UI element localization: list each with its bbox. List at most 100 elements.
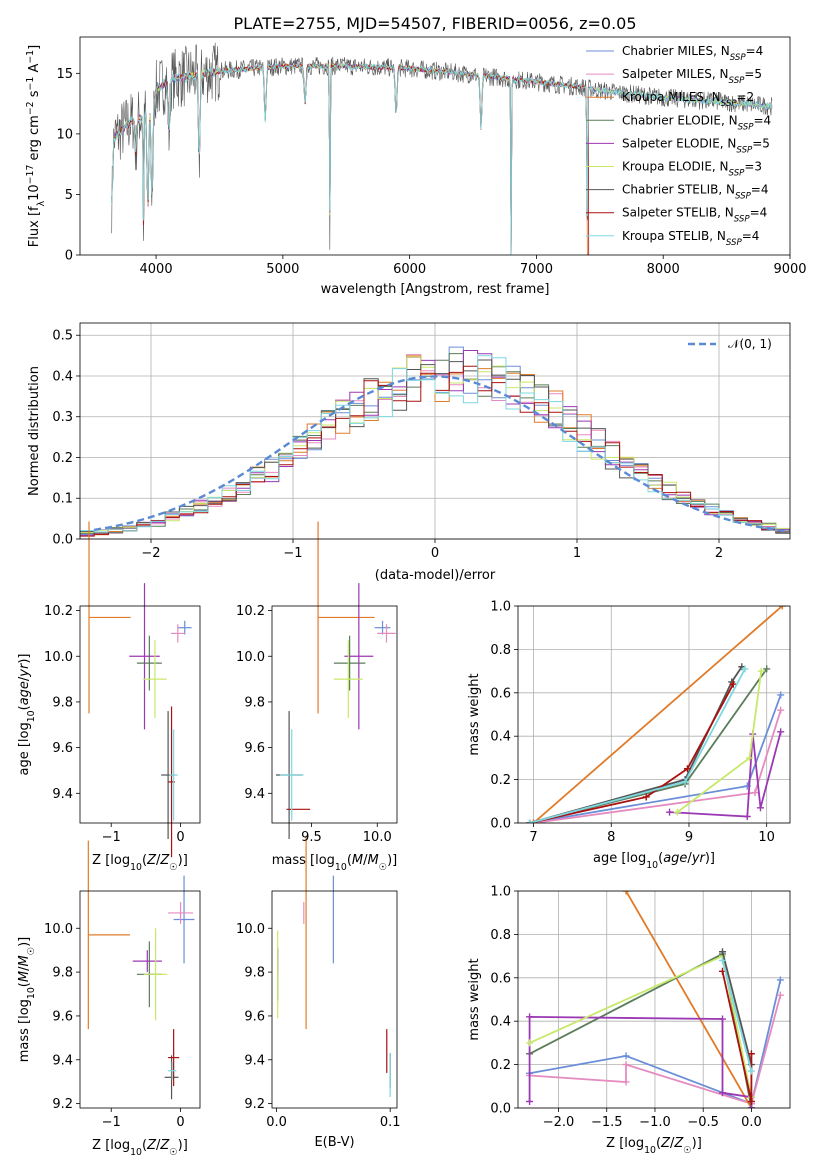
y-tick-label: 9.8 bbox=[244, 966, 265, 981]
weight-marker-8 bbox=[718, 956, 726, 964]
y-axis-label: mass weight bbox=[467, 673, 482, 755]
x-tick-label: 6000 bbox=[393, 262, 426, 277]
label-part: ☉ bbox=[379, 862, 387, 873]
y-tick-label: 9.6 bbox=[244, 741, 265, 756]
plot-frame bbox=[79, 605, 201, 824]
label-part: Z bbox=[159, 853, 170, 868]
legend-entry-normal: 𝒩(0, 1) bbox=[728, 337, 772, 351]
legend-entry-3: Chabrier ELODIE, NSSP=4 bbox=[622, 113, 771, 132]
weight-marker-7 bbox=[683, 765, 691, 773]
x-tick-label: 9.5 bbox=[301, 830, 322, 845]
weight-marker-4 bbox=[666, 808, 674, 816]
x-axis-label: wavelength [Angstrom, rest frame] bbox=[321, 282, 550, 297]
x-tick-label: −1.0 bbox=[639, 1115, 671, 1130]
label-part: SSP bbox=[726, 238, 743, 248]
weight-marker-8 bbox=[741, 665, 749, 673]
weight-series-2 bbox=[625, 891, 753, 1108]
plot-frame bbox=[271, 890, 398, 1109]
label-part: =3 bbox=[744, 160, 762, 174]
weight-marker-8 bbox=[747, 1067, 755, 1075]
label-part: )] bbox=[178, 853, 188, 868]
y-tick-label: 9.6 bbox=[244, 1009, 265, 1024]
y-tick-label: 0.8 bbox=[490, 643, 511, 658]
errorbars bbox=[88, 521, 192, 858]
label-part: ( bbox=[142, 853, 147, 868]
label-part: Z bbox=[159, 1138, 170, 1153]
label-part: λ bbox=[36, 200, 47, 206]
y-axis-label: mass [log10(M/M☉)] bbox=[17, 937, 37, 1063]
label-part: Z [log bbox=[92, 853, 130, 868]
y-tick-label: 0.8 bbox=[490, 928, 511, 943]
weight-marker-7 bbox=[747, 1097, 755, 1105]
label-part: Z bbox=[146, 853, 157, 868]
y-tick-label: 0.1 bbox=[52, 492, 73, 507]
x-tick-label: 8000 bbox=[647, 262, 680, 277]
weight-marker-0 bbox=[777, 691, 785, 699]
weight-marker-7 bbox=[747, 1050, 755, 1058]
weight-marker-4 bbox=[756, 804, 764, 812]
y-tick-label: 10.0 bbox=[236, 650, 265, 665]
label-part: )] bbox=[17, 937, 32, 947]
label-part: )] bbox=[387, 853, 397, 868]
x-tick-label: 2 bbox=[715, 546, 723, 561]
x-tick-label: 0.1 bbox=[380, 1115, 401, 1130]
weight-series-8 bbox=[721, 960, 753, 1072]
x-tick-label: 0 bbox=[176, 830, 184, 845]
x-axis-label: E(B-V) bbox=[314, 1135, 354, 1150]
x-tick-label: 7 bbox=[529, 830, 537, 845]
label-part: / bbox=[670, 1136, 675, 1151]
y-tick-label: 9.8 bbox=[52, 695, 73, 710]
weight-marker-8 bbox=[681, 778, 689, 786]
label-part: ( bbox=[347, 853, 352, 868]
y-tick-label: 1.0 bbox=[490, 885, 511, 900]
chart-title: PLATE=2755, MJD=54507, FIBERID=0056, z=0… bbox=[233, 14, 636, 33]
weight-series-6 bbox=[721, 951, 753, 1065]
errorbars bbox=[277, 836, 391, 1098]
label-part: =4 bbox=[751, 183, 769, 197]
label-part: mass [log bbox=[17, 999, 32, 1062]
x-tick-label: 8 bbox=[607, 830, 615, 845]
label-part: )] bbox=[705, 851, 715, 866]
y-tick-label: 5 bbox=[65, 188, 73, 203]
weight-marker-5 bbox=[757, 667, 765, 675]
label-part: 10 bbox=[644, 1145, 656, 1156]
legend-entry-7: Salpeter STELIB, NSSP=4 bbox=[622, 206, 767, 225]
y-tick-label: 0.0 bbox=[490, 817, 511, 832]
legend-entry-2: Kroupa MILES, NSSP=2 bbox=[622, 90, 754, 109]
label-part: / bbox=[17, 676, 32, 681]
weight-marker-0 bbox=[776, 976, 784, 984]
label-part: =2 bbox=[737, 90, 755, 104]
weight-marker-4 bbox=[718, 1089, 726, 1097]
label-part: yr bbox=[691, 851, 707, 866]
spectrum-lines bbox=[111, 42, 773, 255]
label-part: age [log bbox=[593, 851, 646, 866]
label-part: =4 bbox=[750, 206, 768, 220]
x-tick-label: 10.0 bbox=[363, 830, 392, 845]
label-part: SSP bbox=[738, 122, 755, 132]
label-part: SSP bbox=[730, 53, 747, 63]
plot-frame bbox=[271, 605, 398, 824]
x-tick-label: 0.0 bbox=[741, 1115, 762, 1130]
y-tick-label: 9.2 bbox=[244, 1097, 265, 1112]
label-part: yr bbox=[17, 662, 32, 678]
weight-series-0 bbox=[529, 979, 782, 1105]
x-tick-label: −1 bbox=[102, 830, 121, 845]
label-part: 10 bbox=[130, 862, 142, 873]
y-tick-label: 9.4 bbox=[244, 1053, 265, 1068]
spectrum-series-8 bbox=[111, 61, 773, 255]
label-part: )] bbox=[692, 1136, 702, 1151]
weight-marker-5 bbox=[526, 1039, 534, 1047]
label-part: ] bbox=[27, 45, 42, 50]
legend-entry-4: Salpeter ELODIE, NSSP=5 bbox=[622, 136, 770, 155]
weight-marker-4 bbox=[718, 1015, 726, 1023]
y-tick-label: 0.0 bbox=[52, 533, 73, 548]
label-part: / bbox=[156, 1138, 161, 1153]
weight-marker-1 bbox=[751, 789, 759, 797]
weight-marker-4 bbox=[526, 1013, 534, 1021]
spectrum-series-6 bbox=[111, 42, 773, 250]
label-part: −2 bbox=[25, 101, 36, 115]
label-part: 10 bbox=[335, 862, 347, 873]
label-part: Chabrier ELODIE, N bbox=[622, 113, 738, 127]
weight-series-0 bbox=[529, 694, 782, 823]
